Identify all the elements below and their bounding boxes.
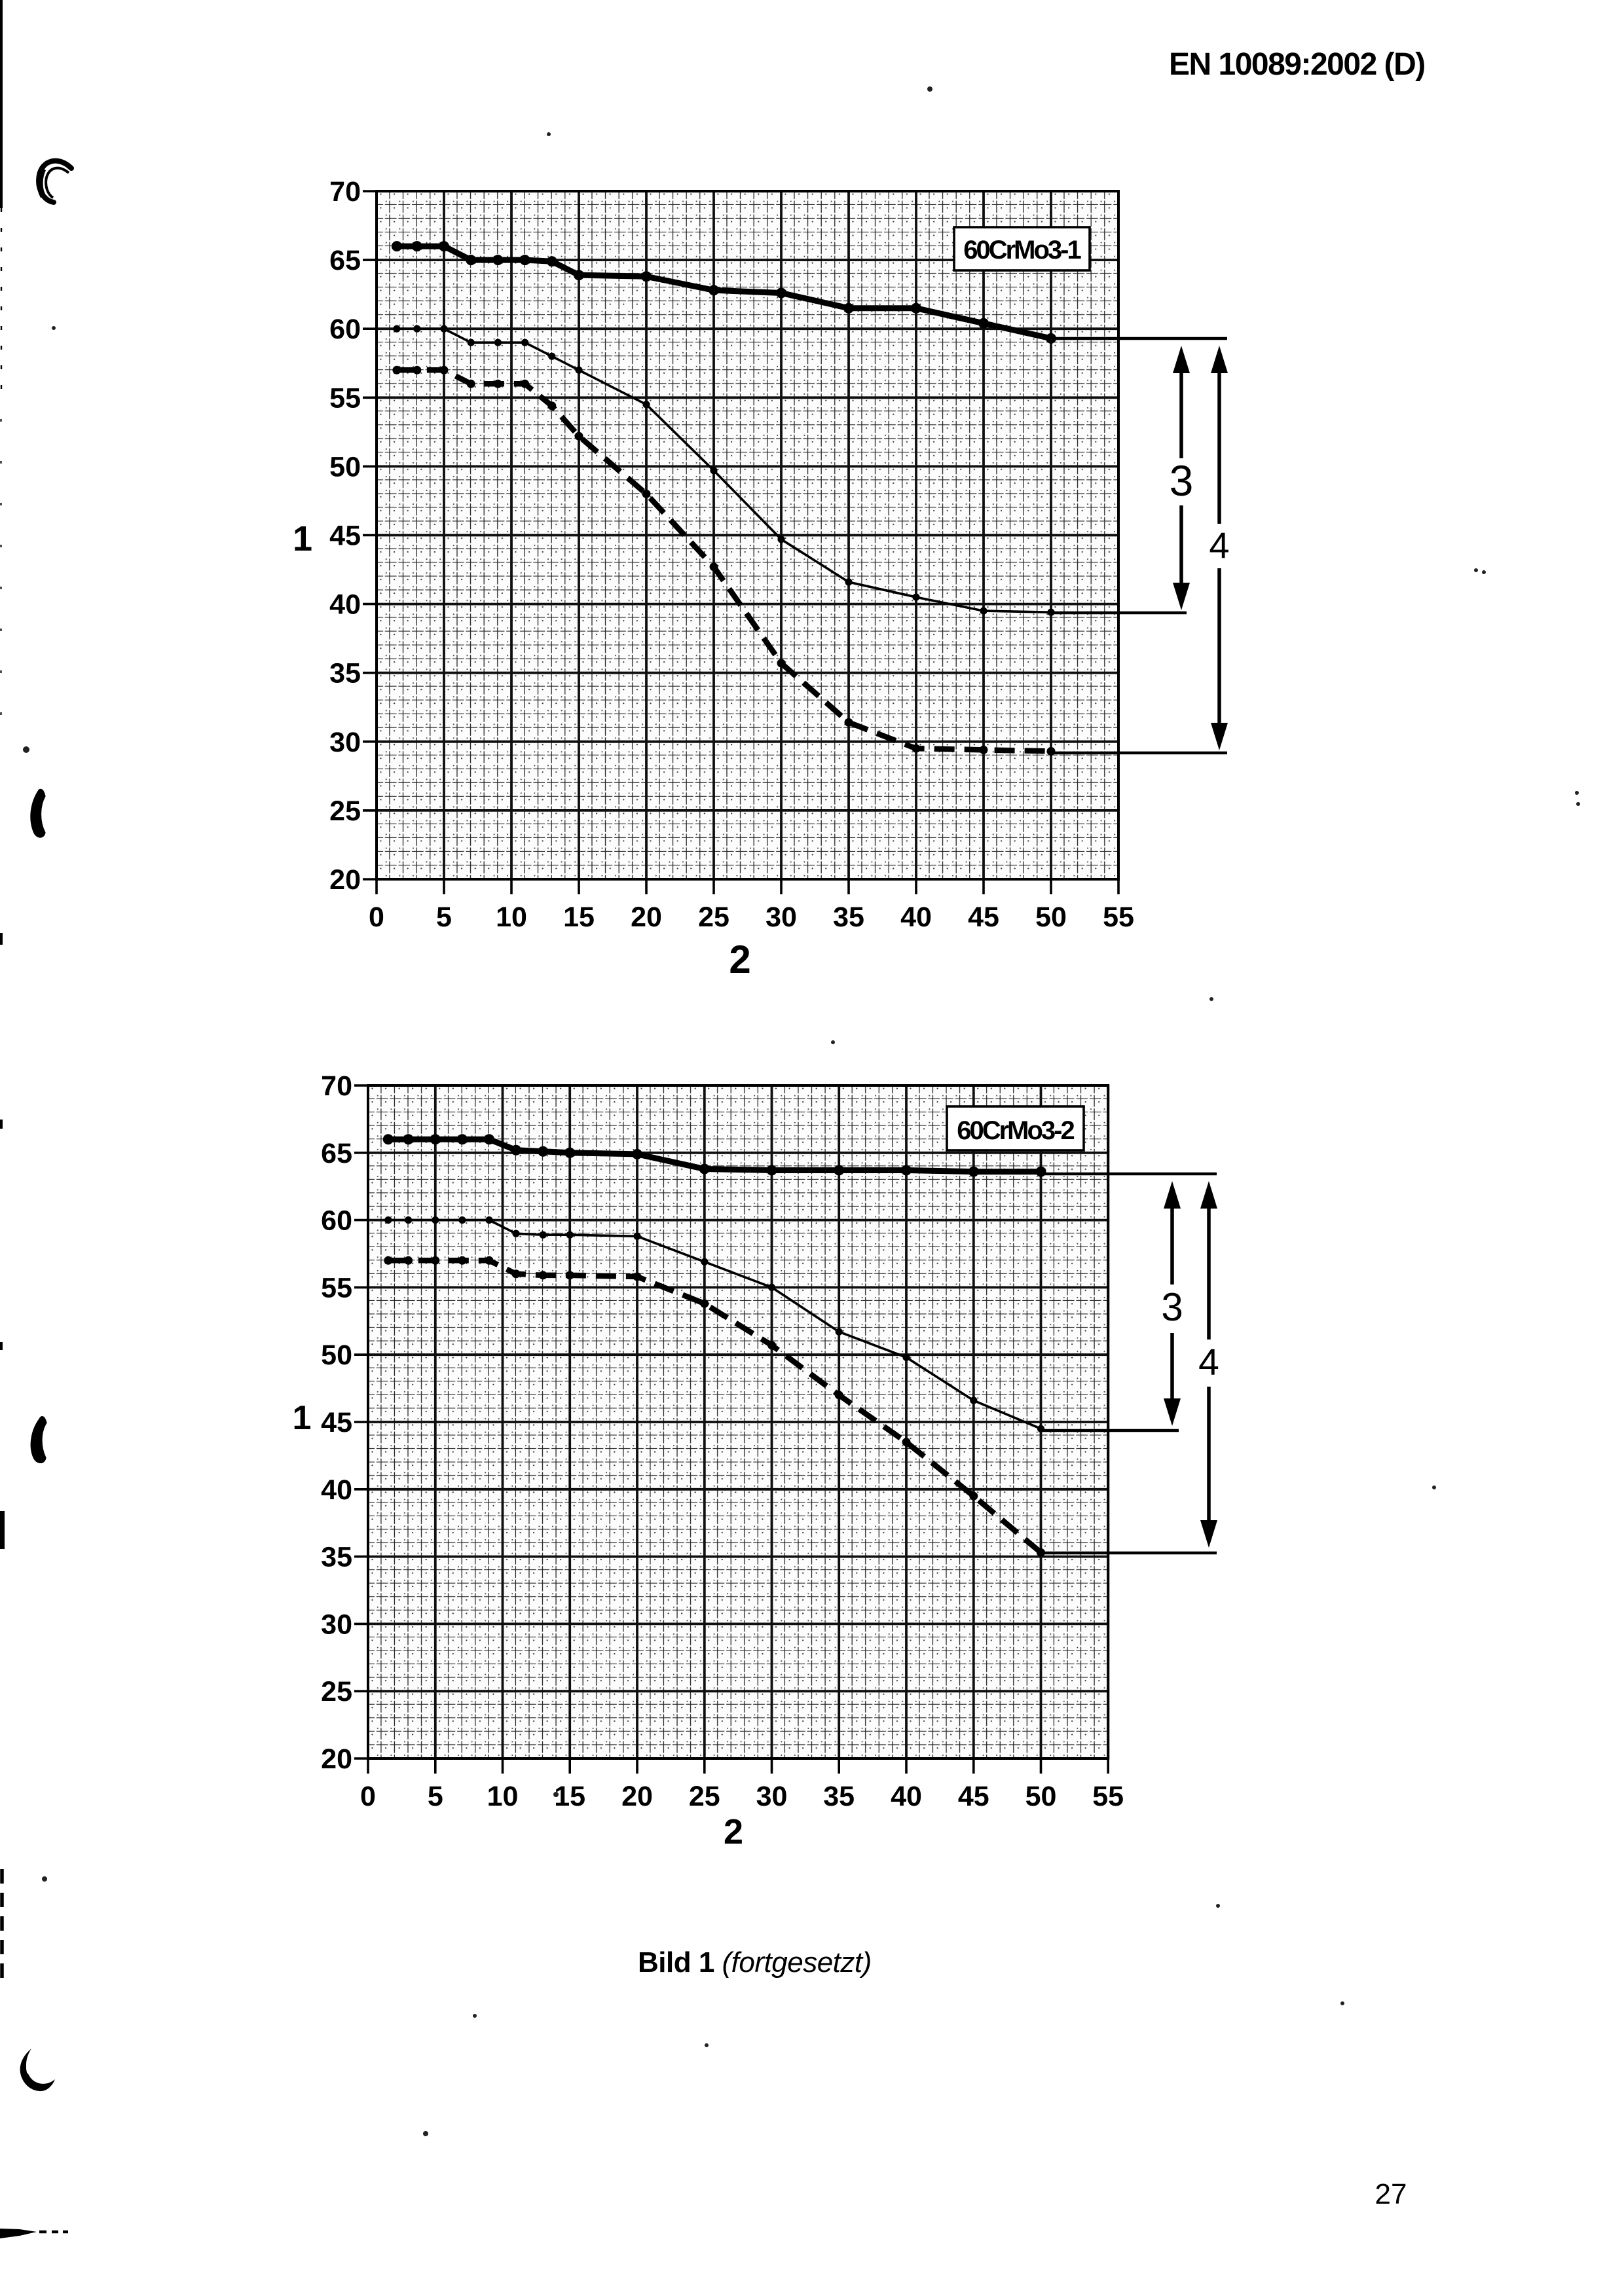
svg-text:45: 45 [958, 1781, 989, 1812]
svg-text:30: 30 [766, 902, 797, 933]
svg-text:55: 55 [321, 1272, 352, 1303]
svg-text:5: 5 [428, 1781, 443, 1812]
svg-text:40: 40 [891, 1781, 922, 1812]
svg-text:20: 20 [631, 902, 662, 933]
svg-text:2: 2 [729, 938, 750, 981]
svg-text:20: 20 [321, 1743, 352, 1775]
svg-text:EN 10089:2002 (D): EN 10089:2002 (D) [1169, 47, 1425, 82]
svg-text:50: 50 [1035, 902, 1067, 933]
svg-text:30: 30 [321, 1609, 352, 1640]
svg-text:40: 40 [900, 902, 932, 933]
svg-text:20: 20 [621, 1781, 653, 1812]
svg-text:55: 55 [1103, 902, 1134, 933]
svg-text:3: 3 [1161, 1285, 1183, 1329]
svg-text:27: 27 [1375, 2178, 1407, 2210]
svg-text:0: 0 [369, 902, 384, 933]
svg-text:55: 55 [329, 382, 361, 414]
svg-text:40: 40 [329, 589, 361, 621]
svg-text:5: 5 [436, 902, 452, 933]
svg-text:35: 35 [823, 1781, 855, 1812]
svg-text:35: 35 [833, 902, 864, 933]
svg-text:35: 35 [321, 1542, 352, 1573]
svg-text:4: 4 [1198, 1341, 1219, 1383]
svg-text:30: 30 [329, 727, 361, 758]
svg-text:25: 25 [698, 902, 729, 933]
svg-text:15: 15 [554, 1781, 585, 1812]
svg-text:35: 35 [329, 658, 361, 689]
svg-text:10: 10 [487, 1781, 519, 1812]
svg-text:45: 45 [968, 902, 999, 933]
svg-text:20: 20 [329, 864, 361, 896]
svg-text:4: 4 [1209, 524, 1229, 566]
svg-text:55: 55 [1092, 1781, 1124, 1812]
svg-text:60CrMo3-1: 60CrMo3-1 [963, 236, 1081, 264]
svg-text:Bild 1 (fortgesetzt): Bild 1 (fortgesetzt) [638, 1946, 872, 1978]
svg-text:25: 25 [321, 1676, 352, 1707]
svg-text:25: 25 [329, 795, 361, 827]
svg-text:50: 50 [329, 451, 361, 483]
svg-text:3: 3 [1170, 456, 1194, 505]
svg-text:65: 65 [321, 1138, 352, 1169]
svg-text:0: 0 [360, 1781, 376, 1812]
svg-text:50: 50 [321, 1339, 352, 1371]
svg-text:1: 1 [293, 1399, 312, 1437]
svg-text:45: 45 [329, 520, 361, 552]
svg-text:70: 70 [329, 176, 361, 208]
svg-text:10: 10 [496, 902, 527, 933]
svg-text:60: 60 [321, 1205, 352, 1237]
svg-text:30: 30 [756, 1781, 788, 1812]
svg-text:45: 45 [321, 1407, 352, 1438]
svg-text:60: 60 [329, 314, 361, 345]
svg-text:25: 25 [689, 1781, 720, 1812]
svg-text:70: 70 [321, 1070, 352, 1102]
svg-text:15: 15 [563, 902, 595, 933]
svg-text:60CrMo3-2: 60CrMo3-2 [957, 1116, 1074, 1145]
svg-text:1: 1 [293, 519, 312, 558]
svg-text:2: 2 [724, 1812, 743, 1851]
svg-text:40: 40 [321, 1474, 352, 1506]
svg-text:65: 65 [329, 245, 361, 276]
svg-text:50: 50 [1025, 1781, 1057, 1812]
